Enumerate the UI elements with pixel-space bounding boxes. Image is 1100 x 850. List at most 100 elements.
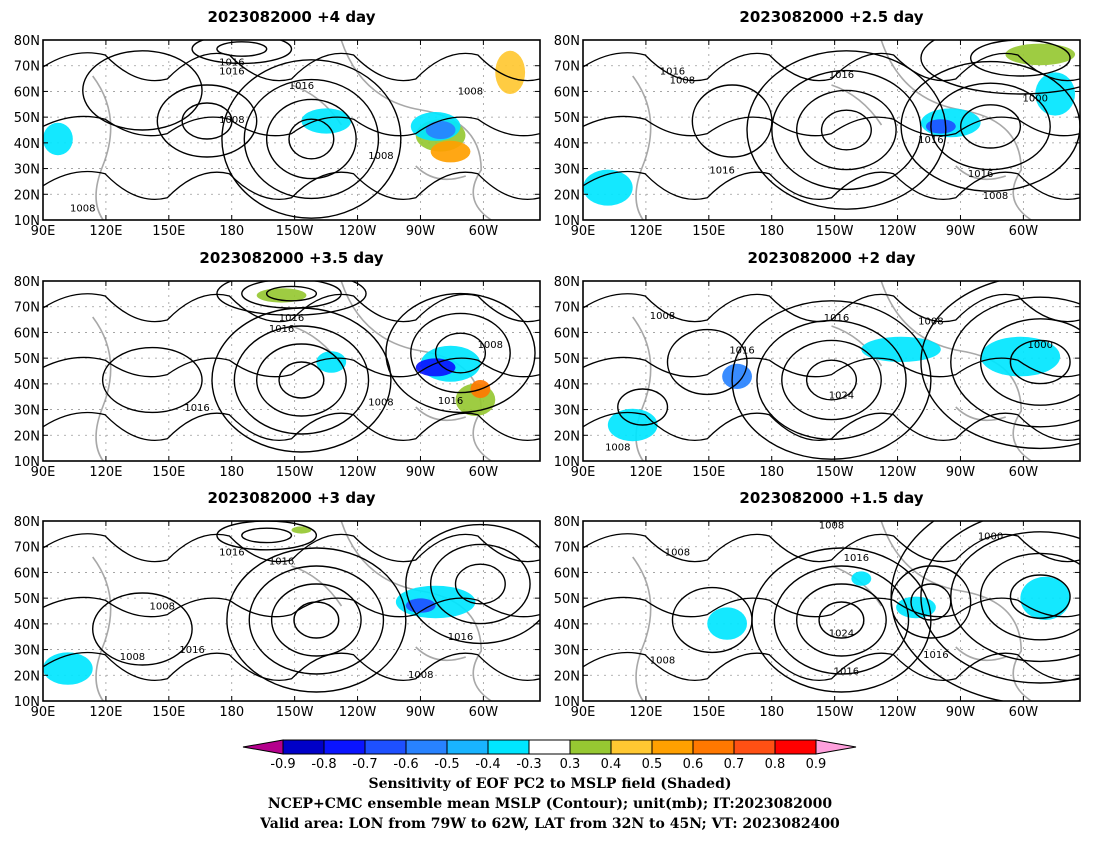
contour-label: 1000	[1028, 340, 1053, 351]
mslp-contour	[950, 531, 1080, 663]
lon-tick-label: 60W	[1009, 224, 1039, 239]
mslp-contour	[920, 281, 1080, 450]
lon-tick-label: 150E	[692, 465, 725, 480]
mslp-contour	[583, 533, 1080, 563]
lon-tick-label: 150E	[692, 224, 725, 239]
lon-tick-label: 120W	[879, 224, 917, 239]
colorbar-segment	[323, 739, 366, 755]
mslp-contour	[666, 328, 748, 396]
lon-tick-label: 150W	[276, 224, 314, 239]
lon-tick-label: 120E	[89, 465, 122, 480]
contour-label: 1016	[834, 666, 859, 677]
contour-label: 1024	[829, 629, 854, 640]
mslp-contour	[241, 281, 342, 309]
colorbar-segment	[610, 739, 653, 755]
coastline	[632, 316, 652, 461]
lat-tick-label: 80N	[14, 275, 40, 290]
sensitivity-shading	[722, 363, 752, 389]
mslp-contour	[82, 50, 203, 131]
lon-tick-label: 120W	[339, 465, 377, 480]
lon-tick-label: 90E	[31, 705, 56, 720]
colorbar-under-triangle	[242, 739, 284, 755]
lon-tick-label: 60W	[469, 465, 499, 480]
coastline	[415, 646, 467, 662]
lat-tick-label: 50N	[554, 111, 580, 126]
lat-tick-label: 80N	[554, 515, 580, 530]
mslp-contour	[405, 523, 540, 645]
lon-tick-label: 150W	[276, 705, 314, 720]
sensitivity-shading	[1035, 72, 1076, 116]
lat-tick-label: 60N	[554, 566, 580, 581]
contour-label: 1000	[1023, 94, 1048, 105]
mslp-contour	[43, 293, 540, 323]
mslp-contour	[256, 343, 347, 417]
mslp-contour	[930, 82, 1051, 171]
mslp-contour	[890, 565, 972, 639]
mslp-contour	[960, 104, 1022, 149]
mslp-contour	[278, 361, 325, 399]
sensitivity-shading	[415, 358, 456, 377]
coastline	[415, 165, 467, 181]
mslp-contour	[796, 583, 887, 657]
lon-tick-label: 120E	[629, 224, 662, 239]
sensitivity-shading	[43, 122, 73, 156]
colorbar-segment	[528, 739, 571, 755]
colorbar-segment	[692, 739, 735, 755]
sensitivity-shading	[43, 652, 93, 685]
contour-label: 1016	[824, 313, 849, 324]
map-panel-1: 2023082000 +4 day10161016101610081008100…	[14, 8, 541, 239]
colorbar-label: 0.6	[683, 757, 704, 772]
contour-label: 1016	[660, 67, 685, 78]
mslp-contour	[288, 118, 335, 160]
contour-label: 1016	[918, 135, 943, 146]
contour-label: 1008	[918, 317, 943, 328]
lon-tick-label: 150W	[816, 705, 854, 720]
colorbar-segment	[364, 739, 407, 755]
lon-tick-label: 150E	[152, 224, 185, 239]
contour-label: 1016	[269, 324, 294, 335]
lon-tick-label: 120E	[89, 224, 122, 239]
contour-label: 1016	[219, 67, 244, 78]
lon-tick-label: 180	[759, 224, 784, 239]
colorbar-segment	[446, 739, 489, 755]
lon-tick-label: 120E	[629, 465, 662, 480]
contour-label: 1008	[819, 521, 844, 532]
mslp-contour	[583, 411, 1080, 442]
lon-tick-label: 90W	[406, 224, 436, 239]
colorbar-label: 0.3	[560, 757, 581, 772]
colorbar-segment	[733, 739, 776, 755]
coastline	[955, 646, 1007, 662]
contour-label: 1008	[368, 151, 393, 162]
coastline	[955, 406, 1007, 422]
contour-label: 1016	[179, 645, 204, 656]
panel-title: 2023082000 +2 day	[748, 249, 916, 267]
contour-label: 1008	[478, 340, 503, 351]
panel-frame	[42, 39, 541, 221]
lat-tick-label: 10N	[554, 455, 580, 470]
lon-tick-label: 90E	[571, 224, 596, 239]
mslp-contour	[434, 332, 487, 374]
mslp-contour	[1009, 339, 1071, 385]
colorbar-label: 0.9	[806, 757, 827, 772]
lat-tick-label: 30N	[554, 404, 580, 419]
lat-tick-label: 70N	[554, 60, 580, 75]
colorbar-label: -0.4	[475, 757, 500, 772]
lat-tick-label: 60N	[14, 326, 40, 341]
lon-tick-label: 150E	[152, 705, 185, 720]
contour-label: 1008	[150, 602, 175, 613]
mslp-contour	[910, 583, 952, 621]
mslp-contour	[950, 296, 1080, 428]
colorbar-segment	[774, 739, 817, 755]
mslp-contour	[156, 84, 258, 158]
lat-tick-label: 80N	[554, 34, 580, 49]
lon-tick-label: 180	[759, 465, 784, 480]
lon-tick-label: 90W	[406, 465, 436, 480]
contour-label: 1016	[219, 58, 244, 69]
mslp-contour	[43, 651, 540, 682]
caption-valid-area: Valid area: LON from 79W to 62W, LAT fro…	[260, 816, 840, 832]
mslp-contour	[226, 547, 407, 693]
contour-label: 1008	[605, 443, 630, 454]
mslp-contour	[191, 40, 293, 65]
sensitivity-shading	[583, 169, 633, 206]
